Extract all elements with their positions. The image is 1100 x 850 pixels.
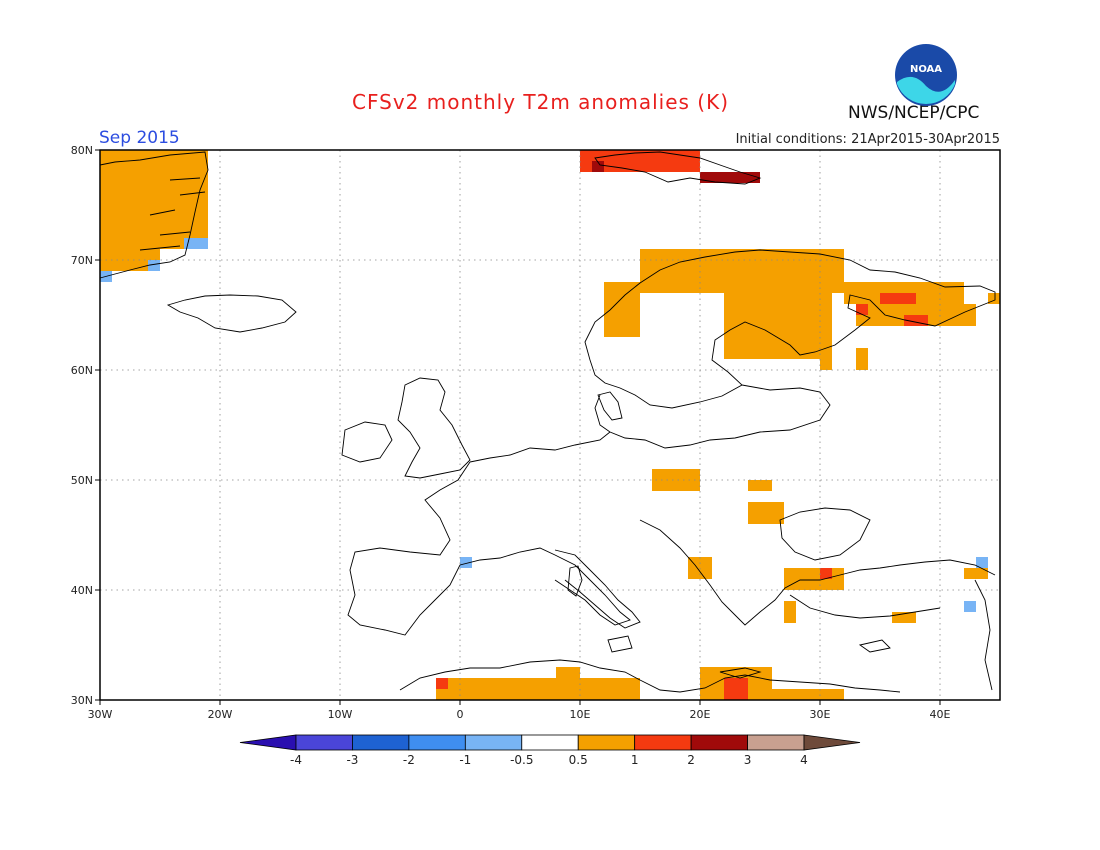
anomaly-cell xyxy=(148,260,160,271)
anomaly-cell xyxy=(100,150,208,249)
coastlines xyxy=(99,151,996,693)
lat-tick-label: 30N xyxy=(71,694,93,707)
map-title: CFSv2 monthly T2m anomalies (K) xyxy=(352,90,729,114)
legend-label: 2 xyxy=(687,753,695,767)
lat-tick-label: 60N xyxy=(71,364,93,377)
anomaly-cell xyxy=(856,348,868,370)
lat-tick-label: 50N xyxy=(71,474,93,487)
legend-swatch xyxy=(634,734,692,751)
legend-swatch xyxy=(295,734,353,751)
anomaly-cell xyxy=(652,469,700,491)
initial-conditions: Initial conditions: 21Apr2015-30Apr2015 xyxy=(735,132,1000,147)
anomaly-cell xyxy=(640,249,844,293)
anomaly-cell xyxy=(724,678,748,700)
anomaly-cell xyxy=(880,293,916,304)
lon-tick-label: 0 xyxy=(457,708,464,721)
anomaly-cell xyxy=(556,667,580,678)
anomaly-cell xyxy=(964,601,976,612)
legend-arrow-low xyxy=(239,734,297,751)
legend-swatch xyxy=(521,734,579,751)
legend-arrow-high xyxy=(803,734,861,751)
anomaly-cell xyxy=(592,161,604,172)
legend-label: 0.5 xyxy=(569,753,588,767)
lat-tick-label: 70N xyxy=(71,254,93,267)
anomaly-cell xyxy=(904,315,928,326)
lon-tick-label: 40E xyxy=(930,708,951,721)
lon-tick-label: 30W xyxy=(88,708,113,721)
svg-text:NOAA: NOAA xyxy=(910,64,942,75)
anomaly-cell xyxy=(976,557,988,568)
legend-label: -0.5 xyxy=(510,753,533,767)
legend-label: -1 xyxy=(459,753,471,767)
lon-tick-label: 30E xyxy=(810,708,831,721)
lat-tick-label: 80N xyxy=(71,144,93,157)
legend-swatch xyxy=(352,734,410,751)
legend-swatch xyxy=(464,734,523,751)
anomaly-cell xyxy=(700,689,844,700)
legend-label: -2 xyxy=(403,753,415,767)
legend-label: 1 xyxy=(631,753,639,767)
legend-label: 4 xyxy=(800,753,808,767)
agency-label: NWS/NCEP/CPC xyxy=(848,103,980,123)
anomaly-cell xyxy=(436,678,496,700)
anomaly-cell xyxy=(748,502,784,524)
legend-label: -4 xyxy=(290,753,302,767)
lon-tick-label: 10W xyxy=(328,708,353,721)
lat-tick-label: 40N xyxy=(71,584,93,597)
anomaly-cell xyxy=(460,557,472,568)
lon-tick-label: 20W xyxy=(208,708,233,721)
legend-swatch xyxy=(577,734,636,751)
anomaly-cell xyxy=(892,612,916,623)
legend-label: 3 xyxy=(744,753,752,767)
map-frame xyxy=(99,149,1001,701)
anomaly-cell xyxy=(496,678,640,700)
anomaly-cell xyxy=(436,678,448,689)
anomaly-cell xyxy=(784,568,844,590)
anomaly-cell xyxy=(988,293,1000,304)
anomaly-cell xyxy=(604,282,640,337)
legend-swatch xyxy=(408,734,466,751)
anomaly-cell xyxy=(100,249,160,271)
legend-swatch xyxy=(690,734,748,751)
anomaly-cell xyxy=(820,348,832,370)
legend-label: -3 xyxy=(346,753,358,767)
anomaly-cell xyxy=(820,568,832,579)
anomaly-cell xyxy=(856,304,868,315)
forecast-month: Sep 2015 xyxy=(99,128,180,148)
anomaly-cell xyxy=(700,172,760,183)
anomaly-cell xyxy=(184,238,208,249)
graticule xyxy=(100,150,1000,700)
anomaly-cell xyxy=(784,601,796,623)
lon-tick-label: 10E xyxy=(570,708,591,721)
color-legend: -4 -3 -2 -1 -0.5 0.5 1 2 3 4 xyxy=(239,734,861,767)
legend-swatch xyxy=(747,734,805,751)
anomaly-cell xyxy=(748,480,772,491)
noaa-logo-icon: NOAA xyxy=(895,44,957,106)
anomaly-cells xyxy=(100,150,1000,700)
anomaly-cell xyxy=(964,568,988,579)
lon-tick-label: 20E xyxy=(690,708,711,721)
anomaly-cell xyxy=(796,293,832,348)
